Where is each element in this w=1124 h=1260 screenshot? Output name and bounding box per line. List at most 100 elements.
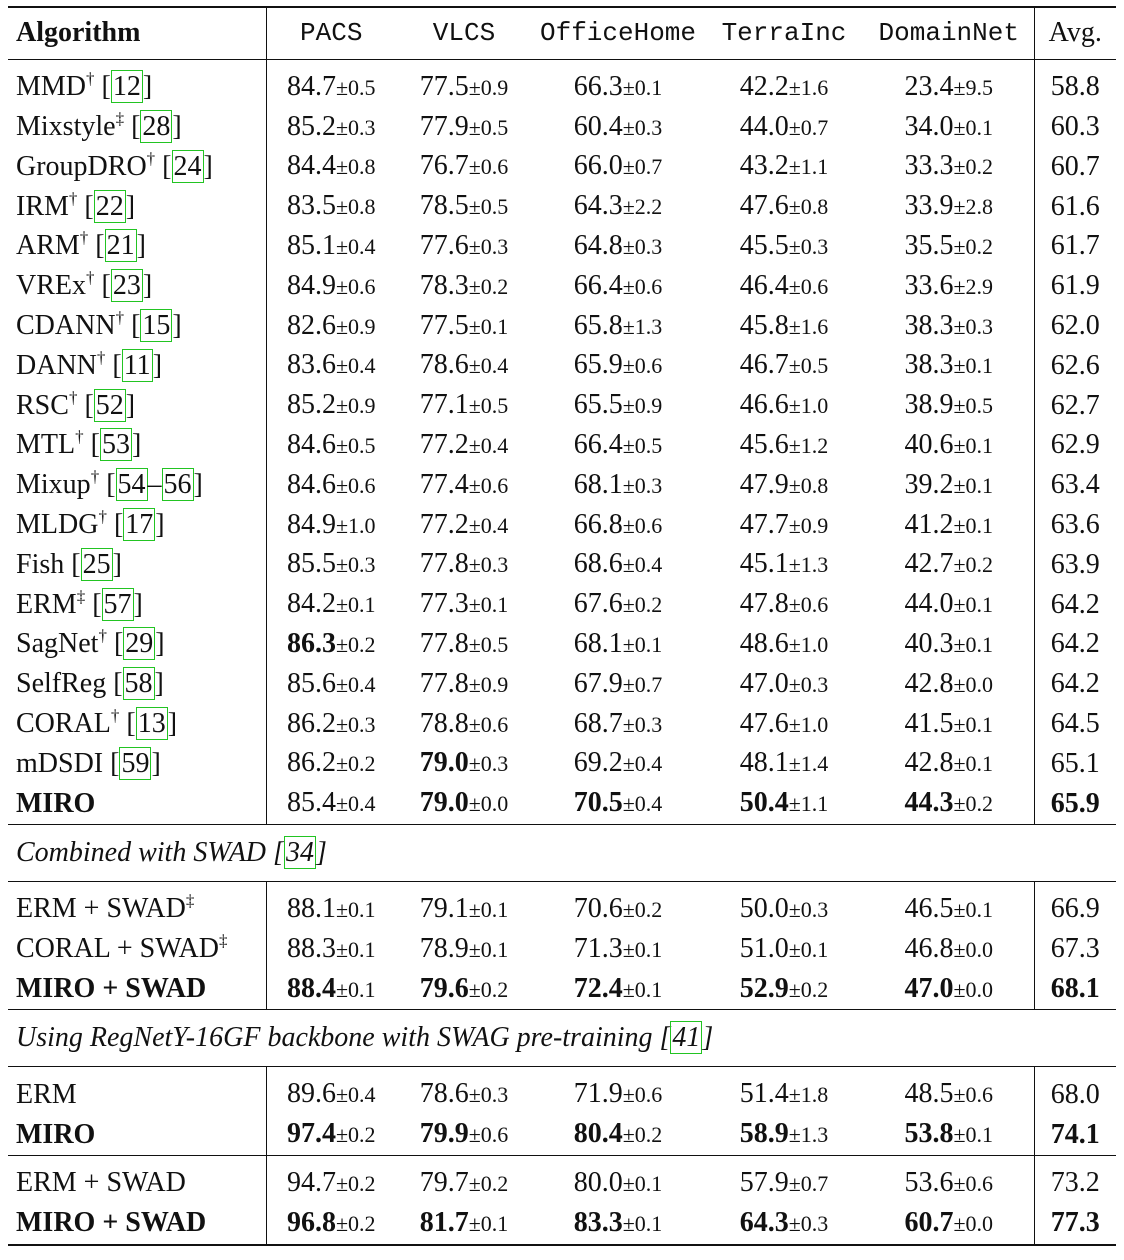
algorithm-cell: SelfReg [58] [8, 665, 266, 705]
avg-cell: 65.1 [1034, 744, 1116, 784]
value-mean: 44.0 [739, 110, 789, 142]
spacer-cell [265, 1154, 396, 1164]
ref-open: [ [124, 111, 141, 143]
footnote-mark: ‡ [115, 109, 125, 129]
citation-link: 11 [121, 348, 153, 382]
value-std: ±0.1 [953, 353, 994, 379]
value-mean: 77.2 [419, 428, 469, 460]
header-pacs: PACS [265, 5, 396, 60]
value-mean: 33.3 [904, 150, 954, 182]
algorithm-name: MIRO + SWAD [16, 973, 207, 1005]
value-cell: 47.6±0.8 [704, 187, 864, 227]
value-mean: 45.5 [739, 229, 789, 261]
section-title: Combined with SWAD [34] [8, 823, 1116, 882]
algorithm-cell: ERM [8, 1075, 266, 1115]
algorithm-cell: ERM‡ [57] [8, 585, 266, 625]
value-std: ±0.2 [335, 1210, 376, 1236]
value-std: ±0.3 [622, 114, 663, 140]
avg-cell: 60.7 [1034, 147, 1116, 187]
algorithm-cell: MLDG† [17] [8, 506, 266, 546]
table-row: DANN† [11] 83.6±0.4 78.6±0.4 65.9±0.6 46.7±0… [8, 346, 1116, 387]
header-row: Algorithm PACS VLCS OfficeHome TerraInc … [8, 5, 1116, 60]
value-cell: 58.9±1.3 [704, 1115, 864, 1155]
value-cell: 78.5±0.5 [396, 187, 532, 227]
value-cell: 78.6±0.4 [396, 346, 532, 386]
value-mean: 88.4 [286, 972, 336, 1004]
value-mean: 84.2 [286, 588, 336, 620]
citation-link: 29 [123, 627, 156, 661]
value-std: ±0.5 [468, 114, 509, 140]
algorithm-name: CDANN [16, 310, 116, 342]
ref-open: [ [77, 190, 94, 222]
value-cell: 60.7±0.0 [864, 1203, 1035, 1246]
value-std: ±1.1 [788, 154, 829, 180]
value-cell: 44.0±0.1 [864, 585, 1035, 625]
value-cell: 23.4±9.5 [864, 67, 1035, 108]
ref-open: [ [106, 628, 124, 660]
value-mean: 89.6 [286, 1078, 336, 1110]
value-std: ±2.9 [953, 273, 994, 299]
spacer-row [8, 58, 1116, 68]
value-cell: 47.0±0.0 [864, 969, 1035, 1010]
algorithm-name: MIRO [16, 787, 96, 819]
avg-value: 61.7 [1050, 230, 1100, 262]
value-mean: 84.6 [286, 428, 336, 460]
value-std: ±0.1 [953, 896, 994, 922]
spacer-cell [8, 58, 266, 68]
value-cell: 45.6±1.2 [704, 426, 864, 466]
value-cell: 77.5±0.1 [396, 307, 532, 347]
value-std: ±1.0 [788, 711, 829, 737]
results-table: Algorithm PACS VLCS OfficeHome TerraInc … [8, 5, 1116, 1246]
value-std: ±0.4 [468, 353, 509, 379]
algorithm-cell: IRM† [22] [8, 187, 266, 227]
value-std: ±0.0 [468, 791, 509, 817]
value-mean: 48.1 [739, 747, 789, 779]
algorithm-name: SagNet [16, 628, 99, 660]
value-std: ±0.1 [468, 313, 509, 339]
citation-link: 28 [140, 110, 173, 144]
footnote-mark: ‡ [219, 931, 228, 951]
value-mean: 46.4 [739, 269, 789, 301]
spacer-cell [704, 1154, 864, 1164]
table-row: SagNet† [29] 86.3±0.2 77.8±0.5 68.1±0.1 48.6… [8, 624, 1116, 665]
value-std: ±1.3 [622, 313, 663, 339]
spacer-cell [396, 1066, 532, 1076]
value-cell: 86.3±0.2 [265, 624, 396, 665]
value-mean: 57.9 [739, 1166, 789, 1198]
spacer-cell [864, 58, 1035, 68]
spacer-cell [864, 1066, 1035, 1076]
value-mean: 80.4 [573, 1118, 623, 1150]
value-cell: 77.2±0.4 [396, 506, 532, 546]
value-cell: 34.0±0.1 [864, 107, 1035, 148]
avg-value: 58.8 [1050, 71, 1100, 103]
value-mean: 60.4 [573, 110, 623, 142]
value-mean: 70.6 [573, 892, 623, 924]
value-std: ±0.5 [468, 194, 509, 220]
algorithm-name: SelfReg [16, 668, 107, 700]
value-std: ±0.1 [953, 592, 994, 618]
value-mean: 42.2 [739, 70, 789, 102]
algorithm-cell: GroupDRO† [24] [8, 147, 266, 187]
value-mean: 46.5 [904, 892, 954, 924]
value-mean: 69.2 [573, 747, 623, 779]
avg-value: 64.2 [1050, 628, 1100, 660]
value-std: ±0.2 [335, 1122, 376, 1148]
ref-open: [ [94, 270, 111, 302]
algorithm-cell: CORAL + SWAD‡ [8, 930, 266, 970]
section-title-end: ] [702, 1022, 714, 1054]
value-std: ±0.8 [788, 472, 829, 498]
value-cell: 77.9±0.5 [396, 108, 532, 148]
value-mean: 51.0 [739, 932, 789, 964]
spacer-cell [1034, 58, 1116, 68]
ref-open: [ [103, 747, 120, 779]
value-std: ±0.7 [788, 114, 829, 140]
section-title-text: Combined with SWAD [ [16, 836, 284, 868]
value-std: ±0.3 [788, 896, 829, 922]
avg-value: 64.5 [1050, 708, 1100, 740]
avg-value: 64.2 [1050, 668, 1100, 700]
avg-cell: 68.1 [1034, 970, 1116, 1010]
avg-value: 62.6 [1050, 349, 1100, 381]
value-std: ±1.2 [788, 432, 829, 458]
value-cell: 46.8±0.0 [864, 929, 1035, 970]
value-cell: 33.6±2.9 [864, 266, 1035, 307]
